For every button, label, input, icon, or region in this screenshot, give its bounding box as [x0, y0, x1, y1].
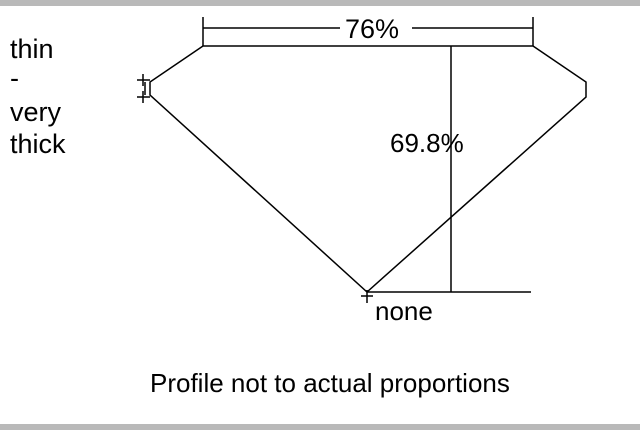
top-border-band [0, 0, 640, 6]
culet-marker-icon [361, 290, 373, 303]
table-percentage: 76% [345, 14, 399, 44]
girdle-label-thin: thin [10, 34, 54, 64]
girdle-label-very: very [10, 97, 62, 127]
girdle-label-thick: thick [10, 129, 66, 159]
caption: Profile not to actual proportions [150, 368, 510, 398]
girdle-marker-icon [137, 74, 150, 103]
bottom-border-band [0, 424, 640, 430]
girdle-label-dash: - [10, 63, 19, 93]
gem-outline [149, 45, 587, 294]
culet-label: none [375, 296, 433, 326]
depth-percentage: 69.8% [390, 128, 464, 158]
